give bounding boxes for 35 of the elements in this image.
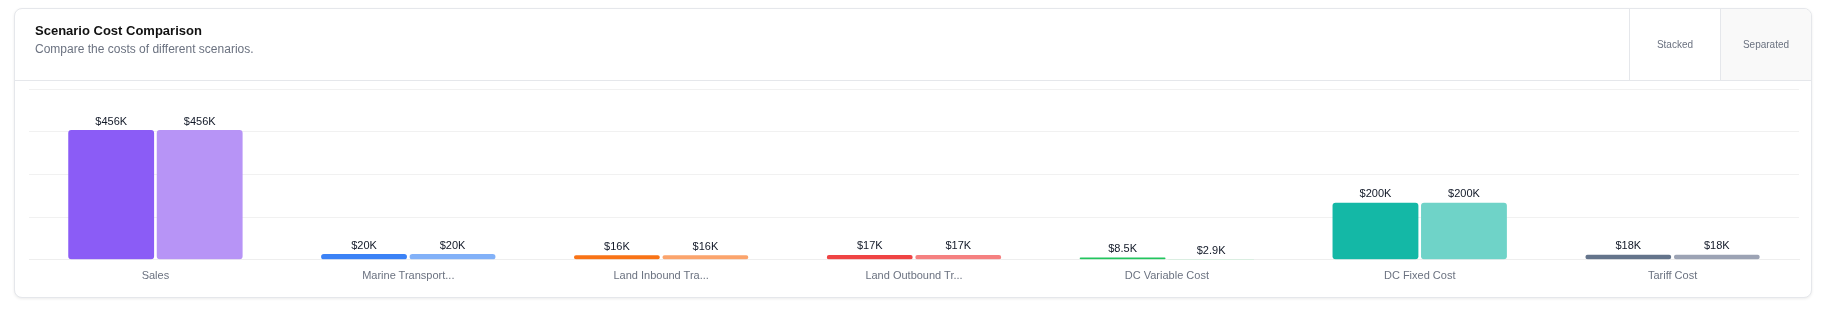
bar <box>826 254 913 260</box>
x-tick-label: Tariff Cost <box>1647 269 1698 282</box>
bar <box>321 254 407 260</box>
chart-title: Scenario Cost Comparison <box>35 23 203 38</box>
chart-subtitle: Compare the costs of different scenarios. <box>35 42 255 56</box>
x-tick-label: Land Inbound Tra... <box>613 269 709 282</box>
data-label: $20K <box>351 238 378 251</box>
data-label: $8.5K <box>1108 241 1138 254</box>
x-tick-label: Land Outbound Tr... <box>865 269 963 282</box>
data-label: $200K <box>1448 187 1481 200</box>
text: Stacked <box>1629 9 1720 80</box>
data-label: $16K <box>604 239 631 252</box>
bar <box>573 255 660 260</box>
x-tick-label: DC Fixed Cost <box>1383 269 1456 282</box>
data-label: $456K <box>183 114 217 127</box>
x-tick-label: DC Variable Cost <box>1124 269 1209 282</box>
data-label: $20K <box>439 238 467 251</box>
data-label: $456K <box>95 114 128 127</box>
bar <box>1421 202 1507 260</box>
data-label: $18K <box>1615 239 1642 252</box>
data-label: $18K <box>1703 239 1731 252</box>
data-label: $16K <box>692 239 719 252</box>
data-label: $2.9K <box>1196 243 1227 256</box>
x-tick-label: Marine Transport... <box>362 269 455 282</box>
data-label: $17K <box>945 239 972 252</box>
bar <box>68 129 155 260</box>
bar <box>156 129 243 260</box>
bar <box>662 255 749 260</box>
bar <box>1332 202 1419 260</box>
data-label: $200K <box>1359 187 1393 200</box>
bar <box>915 254 1002 260</box>
text: Separated <box>1720 9 1811 80</box>
data-label: $17K <box>856 239 884 252</box>
x-tick-label: Sales <box>141 269 170 282</box>
bar <box>409 254 496 260</box>
